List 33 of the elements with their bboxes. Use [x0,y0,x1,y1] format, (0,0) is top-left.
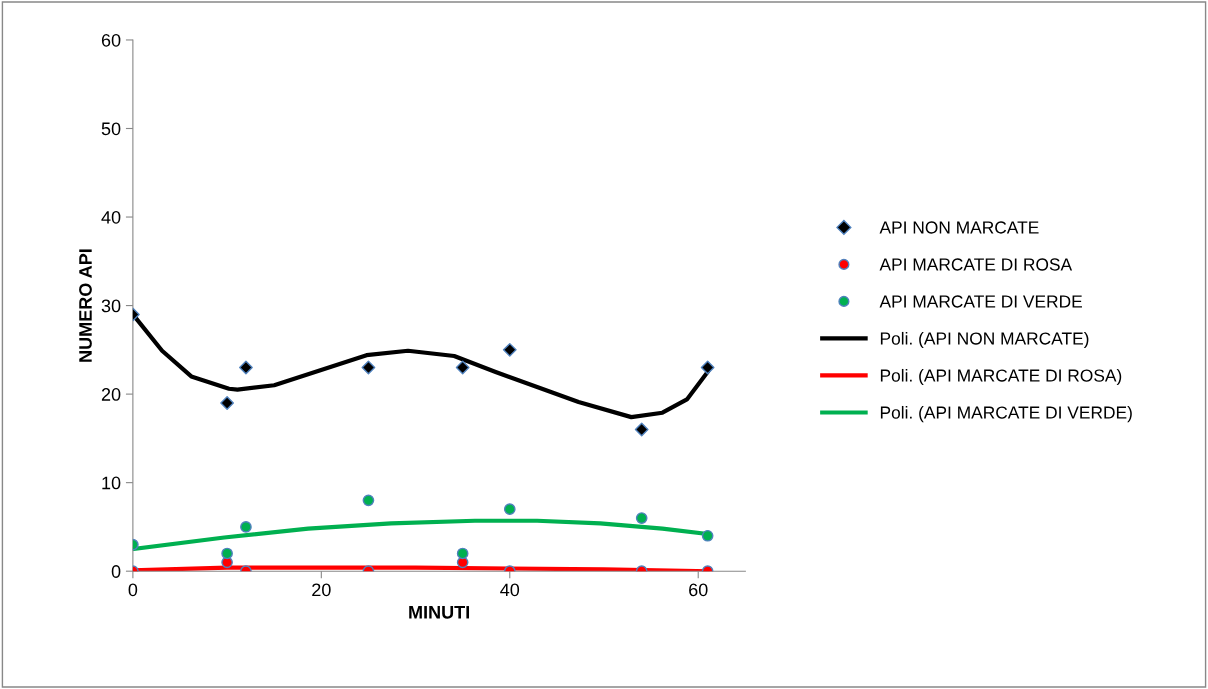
point [700,360,715,375]
point [502,342,517,357]
point [456,547,469,560]
y-tick-label: 40 [101,210,121,224]
legend-label: Poli. (API MARCATE DI ROSA) [880,368,1122,386]
y-tick-label: 20 [101,388,121,401]
legend-label: Poli. (API MARCATE DI VERDE) [880,405,1132,423]
point [362,494,375,507]
y-tick-label: 0 [111,565,121,578]
y-tick-label: 30 [101,299,121,313]
point [455,360,470,375]
point [240,521,252,533]
point [361,360,376,375]
legend-label: API MARCATE DI ROSA [879,258,1073,271]
point [635,512,648,524]
legend-label: API NON MARCATE [879,221,1039,234]
y-tick-label: 10 [102,476,121,490]
x-axis-title: MINUTI [409,606,469,619]
point [239,360,253,375]
legend-label: API MARCATE DI VERDE [879,295,1082,308]
point [503,503,516,516]
point [221,547,233,560]
legend-label: Poli. (API NON MARCATE) [880,331,1089,349]
y-axis-title: NUMERO API [79,249,92,362]
point [220,396,235,410]
x-tick-label: 20 [312,583,331,597]
x-tick-label: 0 [128,583,138,597]
x-tick-label: 60 [689,583,708,597]
point [701,529,714,542]
x-tick-label: 40 [500,583,520,597]
y-tick-label: 60 [101,33,121,47]
y-tick-label: 50 [101,122,121,136]
point [634,422,649,437]
